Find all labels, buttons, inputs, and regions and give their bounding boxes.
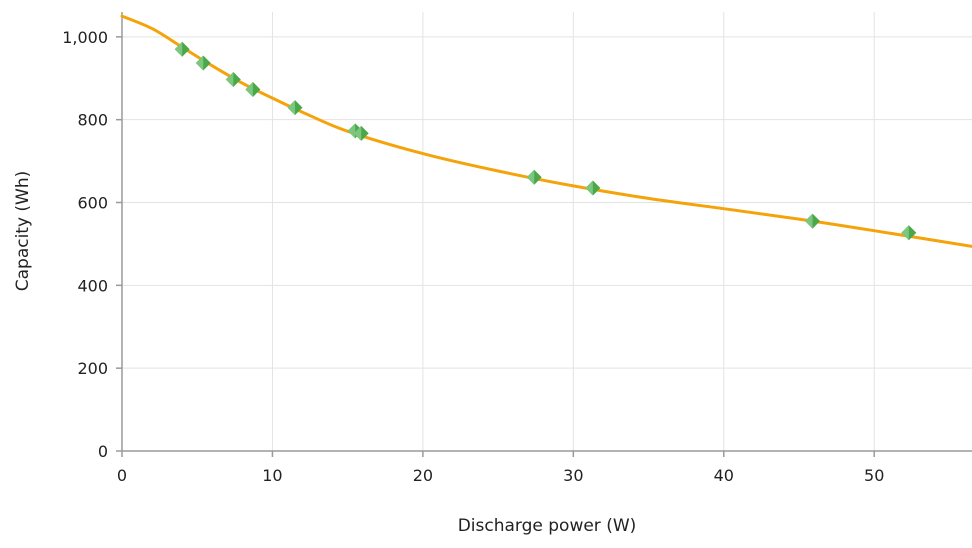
data-point-highlight xyxy=(526,169,535,185)
data-point-highlight xyxy=(901,225,909,241)
x-tick-label: 10 xyxy=(262,466,282,485)
y-tick-label: 400 xyxy=(77,276,108,295)
x-tick-label: 40 xyxy=(714,466,734,485)
data-point-highlight xyxy=(353,125,362,141)
data-point-highlight xyxy=(805,213,813,229)
data-point xyxy=(174,41,190,57)
data-point-highlight xyxy=(174,41,183,57)
data-point-highlight xyxy=(195,55,204,71)
y-tick-label: 600 xyxy=(77,194,108,213)
grid-layer xyxy=(122,12,972,451)
data-point-highlight xyxy=(225,72,234,88)
x-tick-label: 20 xyxy=(413,466,433,485)
data-point-highlight xyxy=(245,81,253,97)
x-tick-label: 0 xyxy=(117,466,127,485)
x-axis-title: Discharge power (W) xyxy=(458,516,637,536)
fit-curve xyxy=(120,14,972,248)
data-point xyxy=(287,100,303,116)
y-tick-label: 0 xyxy=(98,442,108,461)
data-point xyxy=(245,81,261,97)
data-point xyxy=(585,180,601,196)
axis-layer xyxy=(121,12,972,452)
data-point xyxy=(225,72,241,88)
y-axis-title: Capacity (Wh) xyxy=(13,171,33,292)
data-point xyxy=(901,225,917,241)
data-point-highlight xyxy=(585,180,593,196)
y-tick-label: 1,000 xyxy=(62,28,108,47)
y-tick-label: 200 xyxy=(77,359,108,378)
data-point xyxy=(805,213,821,229)
data-point-highlight xyxy=(347,123,356,139)
y-tick-label: 800 xyxy=(77,111,108,130)
data-point xyxy=(195,55,211,71)
data-point xyxy=(353,125,369,141)
tick-layer: 0 10 20 30 40 50 0 200 400 600 800 1,000 xyxy=(62,28,884,485)
data-point-highlight xyxy=(287,100,296,116)
x-tick-label: 30 xyxy=(563,466,583,485)
x-tick-label: 50 xyxy=(864,466,884,485)
data-point xyxy=(526,169,542,185)
series-layer xyxy=(120,14,972,248)
